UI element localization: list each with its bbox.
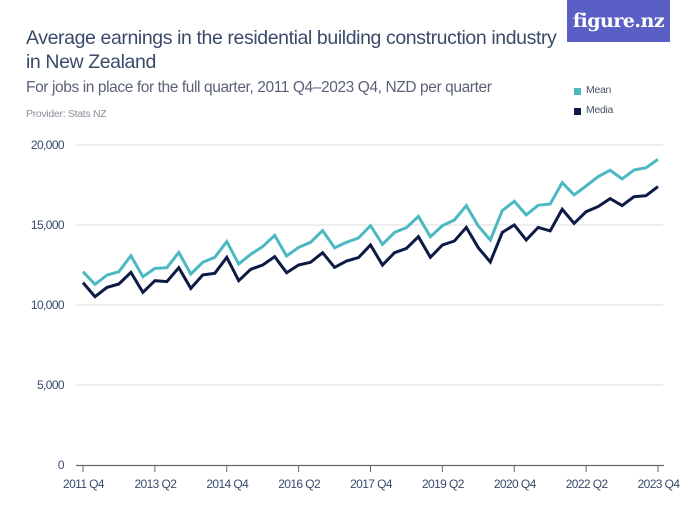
legend-label-mean: Mean xyxy=(586,84,612,96)
y-tick-label: 10,000 xyxy=(31,298,65,312)
x-tick-label: 2023 Q4 xyxy=(638,477,681,491)
y-tick-label: 20,000 xyxy=(31,138,65,152)
logo-text: figure.nz xyxy=(572,10,665,32)
x-tick-label: 2022 Q2 xyxy=(566,477,609,491)
legend-swatch-mean xyxy=(574,87,581,95)
chart-subtitle: For jobs in place for the full quarter, … xyxy=(26,79,492,96)
y-tick-label: 15,000 xyxy=(31,218,65,232)
y-tick-label: 5,000 xyxy=(37,378,65,392)
legend-swatch-median xyxy=(574,107,581,115)
figure-nz-logo[interactable]: figure.nz xyxy=(567,0,670,42)
legend-item-mean: Mean xyxy=(574,80,613,100)
x-tick-label: 2013 Q2 xyxy=(134,477,177,491)
x-tick-label: 2019 Q2 xyxy=(422,477,465,491)
y-tick-label: 0 xyxy=(58,458,65,472)
x-tick-label: 2020 Q4 xyxy=(494,477,537,491)
x-tick-label: 2016 Q2 xyxy=(278,477,321,491)
chart-title: Average earnings in the residential buil… xyxy=(26,27,557,73)
series-line-mean xyxy=(81,158,659,287)
x-tick-label: 2011 Q4 xyxy=(63,477,105,491)
legend: Mean Media xyxy=(574,80,613,120)
legend-item-median: Media xyxy=(574,100,613,120)
legend-label-median: Media xyxy=(586,104,614,116)
provider-text: Provider: Stats NZ xyxy=(26,108,107,120)
x-tick-label: 2017 Q4 xyxy=(350,477,393,491)
x-tick-label: 2014 Q4 xyxy=(206,477,249,491)
series-line-median xyxy=(81,185,659,299)
